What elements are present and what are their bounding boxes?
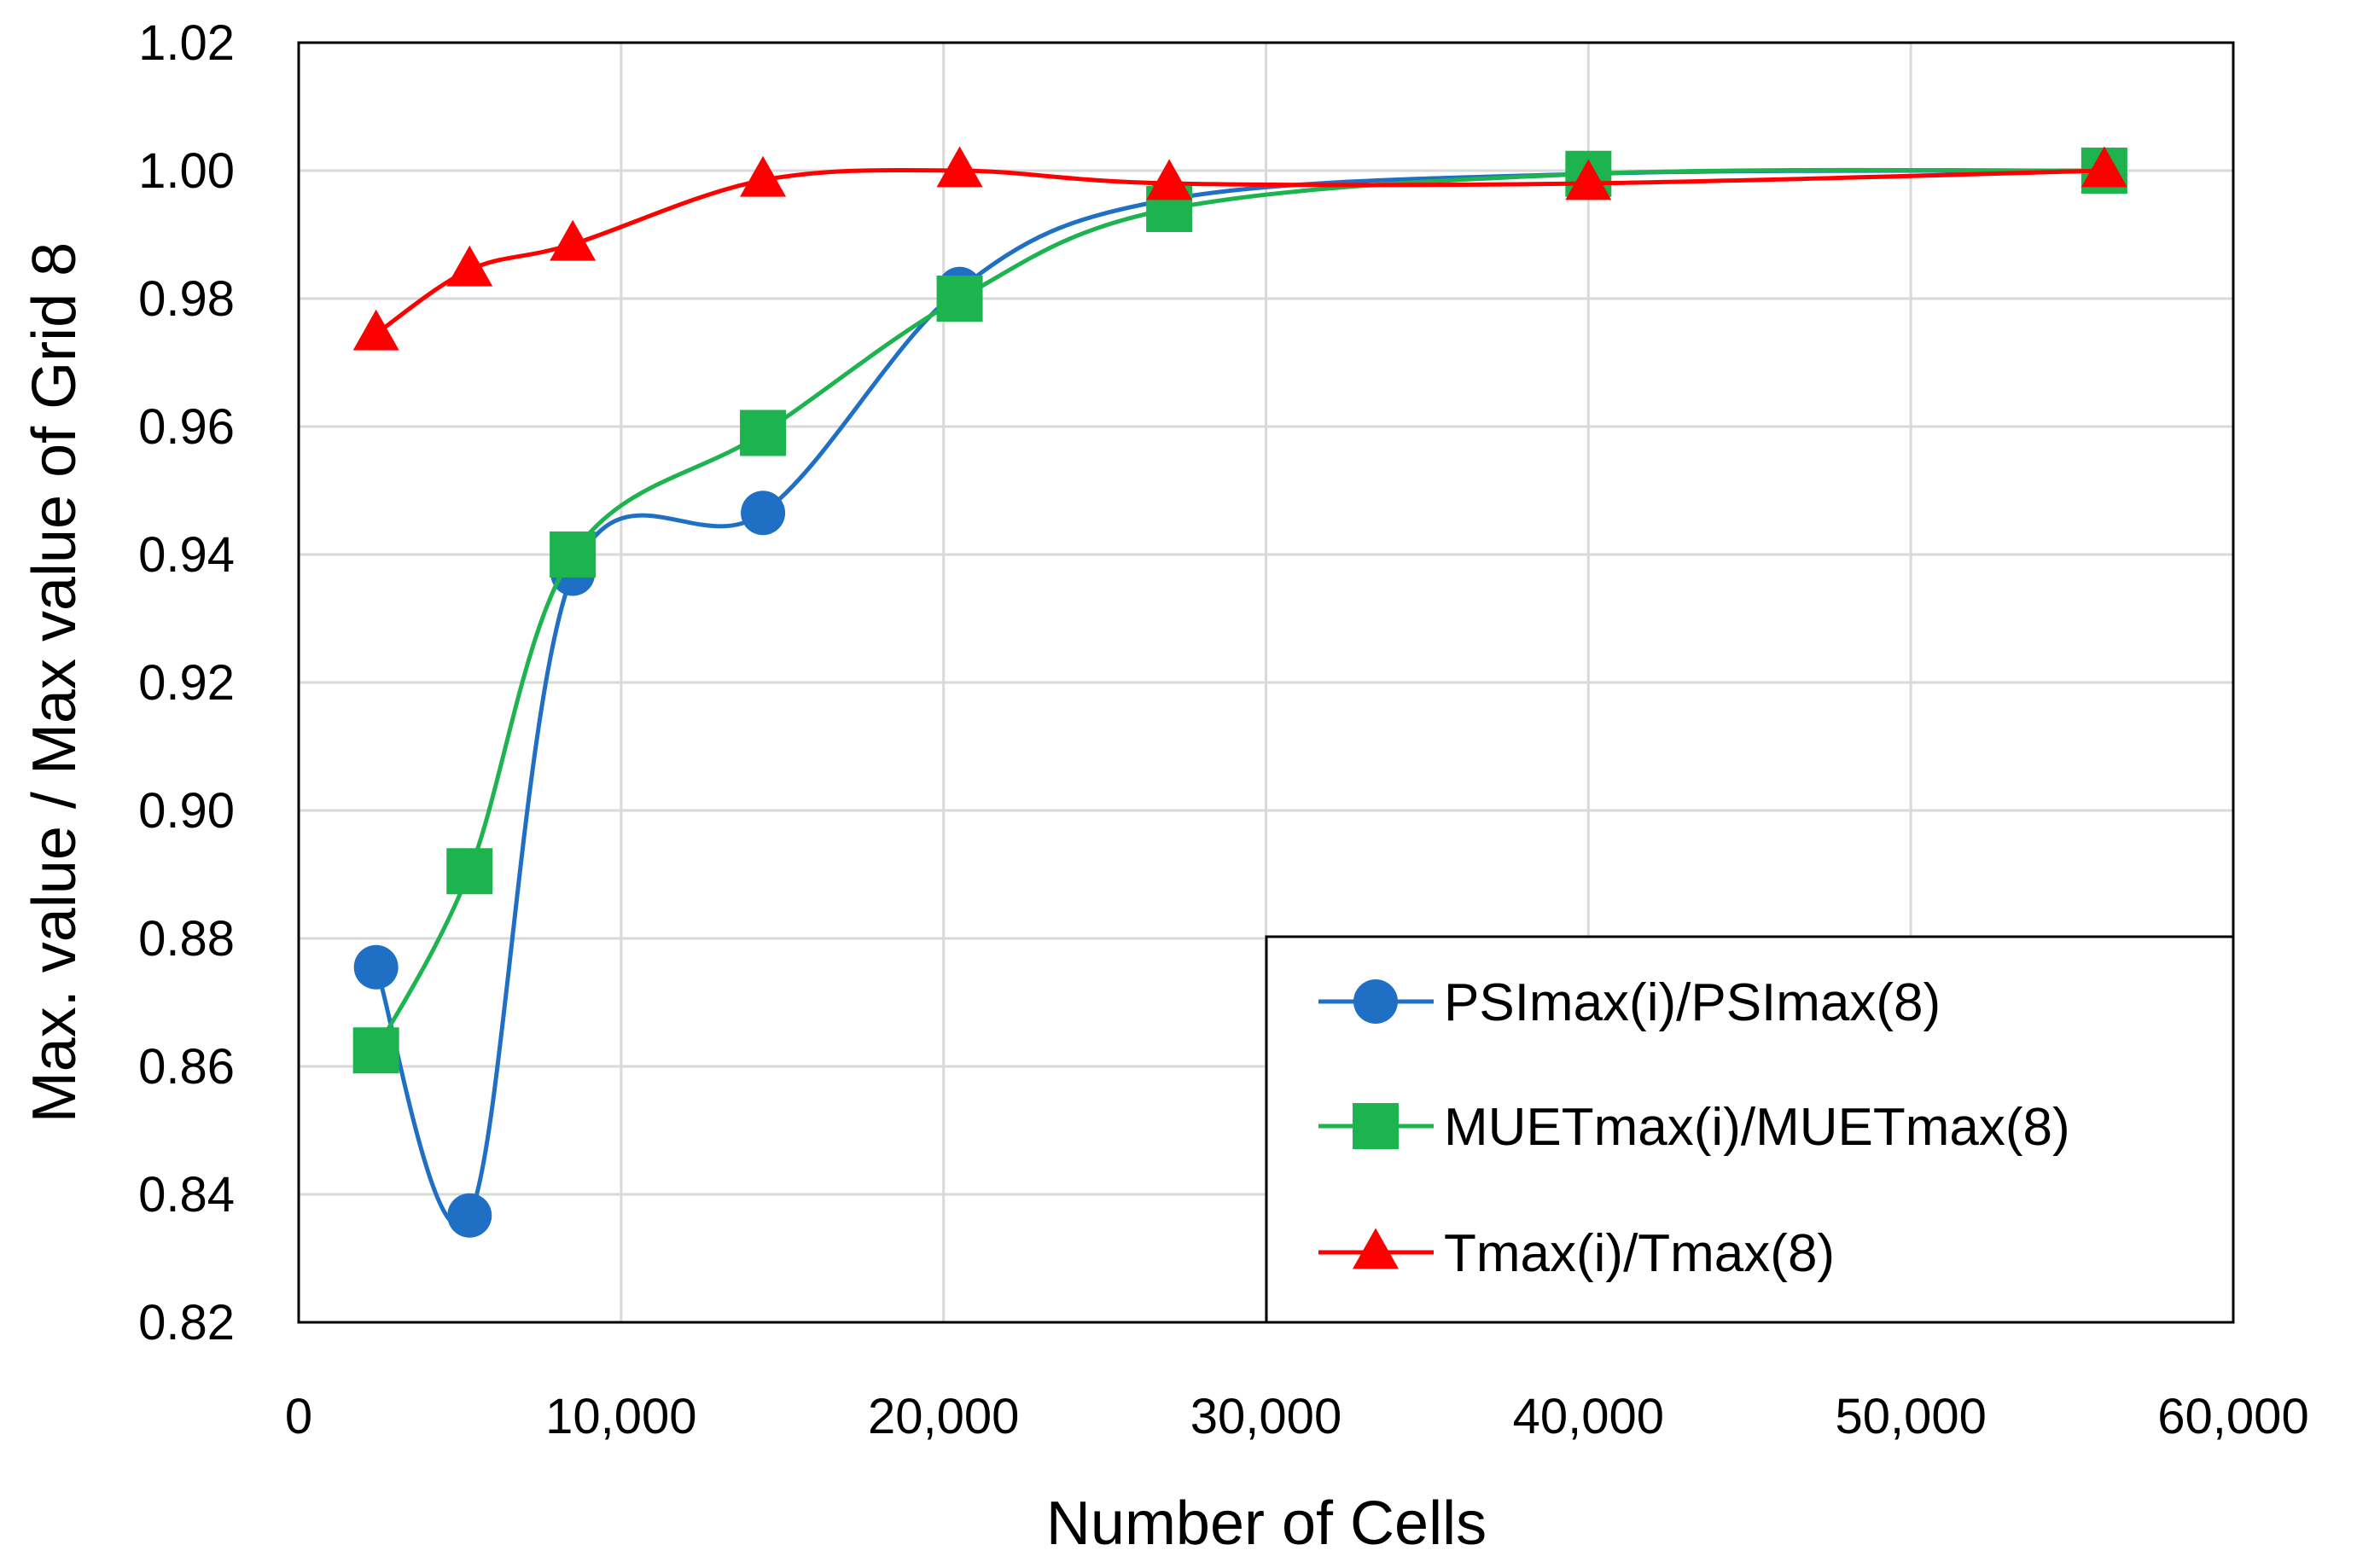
legend-label-2: Tmax(i)/Tmax(8)	[1444, 1224, 1835, 1283]
data-point-2	[740, 155, 787, 197]
x-tick-label: 30,000	[1190, 1389, 1341, 1444]
x-tick-label: 60,000	[2157, 1389, 2308, 1444]
data-point-2	[1565, 159, 1612, 200]
data-point-2	[550, 219, 597, 261]
x-tick-label: 50,000	[1835, 1389, 1986, 1444]
y-tick-label: 0.98	[138, 271, 235, 327]
legend-item-0: PSImax(i)/PSImax(8)	[1318, 973, 1941, 1032]
y-tick-label: 0.86	[138, 1039, 235, 1095]
x-axis-title: Number of Cells	[1046, 1490, 1487, 1558]
data-point-0	[353, 944, 399, 990]
data-point-0	[741, 491, 786, 536]
series-line-2	[375, 167, 2104, 336]
series-group	[352, 146, 2127, 1238]
series-2	[352, 146, 2127, 351]
x-tick-label: 20,000	[868, 1389, 1019, 1444]
legend-item-1: MUETmax(i)/MUETmax(8)	[1318, 1098, 2070, 1157]
y-tick-label: 1.02	[138, 15, 235, 71]
data-point-1	[740, 409, 787, 456]
x-axis-ticks: 0 10,000 20,000 30,000 40,000 50,000 60,000	[285, 1389, 2309, 1444]
y-tick-label: 1.00	[138, 143, 235, 199]
data-point-1	[550, 531, 597, 578]
legend-marker-2	[1353, 1228, 1399, 1269]
y-tick-label: 0.82	[138, 1295, 235, 1350]
y-tick-label: 0.84	[138, 1167, 235, 1222]
data-point-1	[446, 848, 493, 895]
legend-label-0: PSImax(i)/PSImax(8)	[1444, 973, 1941, 1032]
y-tick-label: 0.92	[138, 655, 235, 711]
data-point-2	[936, 146, 983, 188]
legend-items: PSImax(i)/PSImax(8) MUETmax(i)/MUETmax(8)…	[1318, 973, 2070, 1283]
data-point-2	[2081, 146, 2127, 188]
data-point-2	[352, 309, 399, 351]
data-point-1	[352, 1027, 399, 1074]
y-tick-label: 0.90	[138, 783, 235, 839]
y-tick-label: 0.88	[138, 911, 235, 967]
data-point-0	[447, 1193, 492, 1238]
y-tick-label: 0.96	[138, 399, 235, 455]
legend-item-2: Tmax(i)/Tmax(8)	[1318, 1224, 1835, 1283]
y-axis-title: Max. value / Max value of Grid 8	[20, 242, 89, 1123]
legend-marker-1	[1353, 1103, 1399, 1149]
x-tick-label: 40,000	[1513, 1389, 1664, 1444]
legend-label-1: MUETmax(i)/MUETmax(8)	[1444, 1098, 2070, 1157]
x-tick-label: 0	[285, 1389, 312, 1444]
data-point-2	[446, 245, 493, 287]
y-axis-ticks: 0.82 0.84 0.86 0.88 0.90 0.92 0.94 0.96 0.98 1.00…	[138, 15, 235, 1350]
y-tick-label: 0.94	[138, 527, 235, 583]
data-point-1	[936, 276, 983, 322]
legend-marker-0	[1353, 979, 1398, 1024]
legend: PSImax(i)/PSImax(8) MUETmax(i)/MUETmax(8)…	[1265, 935, 2235, 1324]
x-tick-label: 10,000	[545, 1389, 696, 1444]
data-point-2	[1146, 159, 1193, 200]
